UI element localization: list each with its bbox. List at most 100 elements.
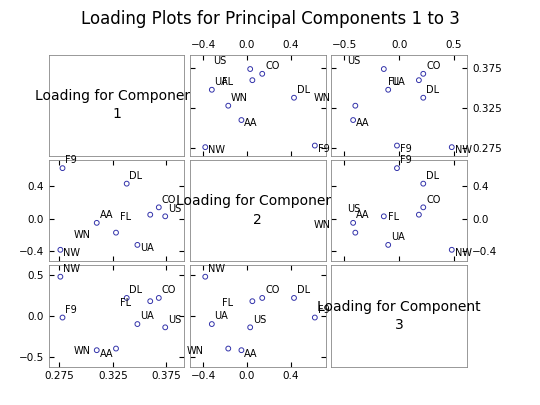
Text: NW: NW	[63, 248, 80, 258]
Text: AA: AA	[99, 349, 113, 358]
Text: FL: FL	[388, 77, 400, 87]
Point	[289, 295, 298, 301]
Text: CO: CO	[265, 285, 279, 295]
Point	[154, 204, 163, 211]
Point	[56, 273, 65, 280]
Point	[112, 345, 120, 352]
Text: AA: AA	[244, 118, 258, 128]
Point	[201, 144, 210, 150]
Text: FL: FL	[388, 212, 400, 222]
Text: DL: DL	[130, 171, 143, 181]
Point	[248, 77, 256, 83]
Text: NW: NW	[455, 145, 471, 156]
Text: CO: CO	[161, 285, 176, 295]
Point	[415, 211, 423, 218]
Point	[349, 220, 357, 226]
Point	[419, 204, 428, 211]
Point	[92, 220, 101, 226]
Text: UA: UA	[140, 243, 154, 253]
Text: FL: FL	[120, 298, 131, 308]
Point	[419, 94, 428, 101]
Text: UA: UA	[214, 77, 228, 87]
Point	[246, 66, 254, 72]
Text: CO: CO	[265, 61, 279, 71]
Point	[246, 324, 254, 330]
Text: AA: AA	[356, 210, 369, 220]
Point	[161, 324, 170, 330]
Point	[224, 102, 233, 109]
Text: WN: WN	[313, 93, 330, 103]
Point	[207, 321, 216, 327]
Point	[419, 70, 428, 77]
Point	[133, 242, 141, 248]
Text: F9: F9	[318, 305, 329, 315]
Text: DL: DL	[130, 285, 143, 295]
Point	[380, 213, 388, 220]
Text: UA: UA	[391, 232, 405, 242]
Point	[258, 70, 267, 77]
Point	[201, 273, 210, 280]
Text: NW: NW	[208, 145, 225, 156]
Text: CO: CO	[426, 61, 441, 71]
Text: Loading for Component
1: Loading for Component 1	[35, 89, 198, 122]
Text: WN: WN	[231, 93, 248, 103]
Text: US: US	[168, 204, 181, 213]
Text: DL: DL	[426, 85, 439, 95]
Point	[123, 180, 131, 187]
Point	[448, 144, 456, 150]
Text: CO: CO	[161, 194, 176, 205]
Text: UA: UA	[140, 311, 154, 321]
Text: US: US	[253, 315, 266, 324]
Point	[224, 345, 233, 352]
Text: US: US	[168, 315, 181, 324]
Point	[123, 295, 131, 301]
Point	[237, 347, 246, 354]
Text: AA: AA	[244, 349, 258, 358]
Point	[207, 87, 216, 93]
Point	[351, 229, 360, 236]
Point	[58, 314, 67, 321]
Text: US: US	[213, 56, 227, 66]
Text: NW: NW	[63, 264, 80, 274]
Point	[58, 165, 67, 171]
Point	[384, 87, 393, 93]
Text: US: US	[347, 204, 360, 213]
Text: UA: UA	[214, 311, 228, 321]
Point	[56, 247, 65, 253]
Point	[161, 213, 170, 220]
Point	[112, 229, 120, 236]
Point	[384, 242, 393, 248]
Text: F9: F9	[65, 305, 77, 315]
Text: AA: AA	[356, 118, 369, 128]
Point	[380, 66, 388, 72]
Point	[448, 247, 456, 253]
Point	[258, 295, 267, 301]
Text: WN: WN	[74, 345, 91, 356]
Point	[154, 295, 163, 301]
Text: UA: UA	[391, 77, 405, 87]
Point	[351, 102, 360, 109]
Point	[310, 142, 319, 149]
Text: DL: DL	[426, 171, 439, 181]
Point	[92, 347, 101, 354]
Text: F9: F9	[318, 144, 329, 154]
Text: DL: DL	[297, 85, 310, 95]
Point	[146, 298, 154, 305]
Text: F9: F9	[65, 156, 77, 165]
Text: CO: CO	[426, 194, 441, 205]
Text: WN: WN	[186, 345, 203, 356]
Text: F9: F9	[400, 156, 411, 165]
Point	[415, 77, 423, 83]
Point	[248, 298, 256, 305]
Point	[349, 117, 357, 123]
Text: US: US	[347, 56, 360, 66]
Text: F9: F9	[400, 144, 411, 154]
Point	[289, 94, 298, 101]
Text: FL: FL	[222, 298, 233, 308]
Text: AA: AA	[99, 210, 113, 220]
Point	[146, 211, 154, 218]
Point	[393, 142, 401, 149]
Point	[419, 180, 428, 187]
Text: NW: NW	[455, 248, 471, 258]
Text: Loading for Component
2: Loading for Component 2	[176, 194, 340, 227]
